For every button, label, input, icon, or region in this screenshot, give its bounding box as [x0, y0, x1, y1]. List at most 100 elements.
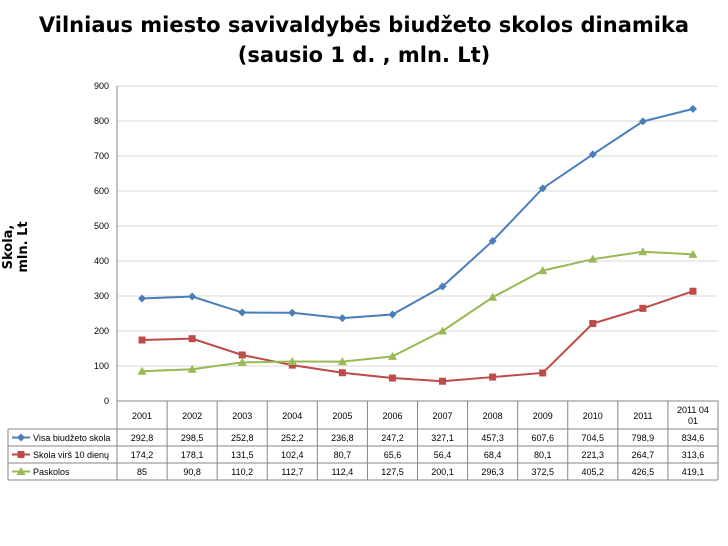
legend-label-visa-biudz-eto-skola: Visa biudžeto skola — [33, 433, 110, 443]
x-category-label: 2011 — [633, 411, 652, 421]
data-point-skola-virs-10-dienu — [388, 374, 396, 382]
data-label: 112,7 — [281, 467, 303, 477]
legend-label-paskolos: Paskolos — [33, 467, 70, 477]
data-label: 252,8 — [231, 433, 254, 443]
data-label: 127,5 — [381, 467, 404, 477]
data-point-skola-virs-10-dienu — [238, 351, 246, 359]
data-label: 80,7 — [334, 450, 352, 460]
data-point-paskolos — [538, 266, 548, 275]
data-point-skola-virs-10-dienu — [489, 373, 497, 381]
chart-title: Vilniaus miesto savivaldybės biudžeto sk… — [0, 10, 728, 70]
legend-label-skola-virs-10-dienu: Skola virš 10 dienų — [33, 450, 109, 460]
data-label: 178,1 — [181, 450, 204, 460]
data-point-skola-virs-10-dienu — [689, 287, 697, 295]
data-label: 247,2 — [381, 433, 404, 443]
data-point-paskolos — [337, 357, 347, 366]
series-line-paskolos — [142, 250, 694, 373]
x-category-label: 2002 — [182, 411, 202, 421]
data-label: 292,8 — [131, 433, 154, 443]
data-point-visa-biudz-eto-skola — [188, 292, 197, 301]
y-tick-label: 800 — [94, 116, 109, 126]
x-category-label: 2007 — [433, 411, 453, 421]
data-label: 296,3 — [481, 467, 504, 477]
data-point-skola-virs-10-dienu — [589, 320, 597, 328]
data-point-skola-virs-10-dienu — [188, 335, 196, 343]
data-point-visa-biudz-eto-skola — [538, 184, 547, 193]
y-tick-label: 400 — [94, 256, 109, 266]
data-point-paskolos — [688, 249, 698, 258]
data-label: 68,4 — [484, 450, 502, 460]
x-category-label: 2009 — [533, 411, 553, 421]
data-point-visa-biudz-eto-skola — [238, 308, 247, 317]
data-label: 372,5 — [531, 467, 554, 477]
data-point-visa-biudz-eto-skola — [338, 314, 347, 323]
data-point-skola-virs-10-dienu — [288, 361, 296, 369]
data-label: 90,8 — [183, 467, 201, 477]
y-tick-label: 700 — [94, 151, 109, 161]
data-point-visa-biudz-eto-skola — [488, 236, 497, 245]
x-category-label: 2004 — [282, 411, 302, 421]
data-point-paskolos — [387, 351, 397, 360]
data-label: 798,9 — [632, 433, 655, 443]
data-point-paskolos — [137, 366, 147, 375]
x-category-label: 2011 04 — [677, 405, 709, 415]
data-label: 65,6 — [384, 450, 402, 460]
data-point-paskolos — [438, 326, 448, 335]
data-point-skola-virs-10-dienu — [338, 369, 346, 377]
x-category-label: 2006 — [382, 411, 402, 421]
data-label: 236,8 — [331, 433, 354, 443]
series-line-skola-virs-10-dienu — [142, 290, 694, 383]
x-category-label: 2005 — [332, 411, 352, 421]
data-label: 200,1 — [431, 467, 454, 477]
data-point-visa-biudz-eto-skola — [438, 282, 447, 291]
data-label: 298,5 — [181, 433, 204, 443]
y-tick-label: 900 — [94, 81, 109, 91]
chart-title-line-1: Vilniaus miesto savivaldybės biudžeto sk… — [38, 13, 690, 37]
series-line-visa-biudz-eto-skola — [142, 107, 694, 320]
data-label: 313,6 — [682, 450, 705, 460]
data-label: 704,5 — [582, 433, 605, 443]
data-point-visa-biudz-eto-skola — [588, 150, 597, 159]
data-label: 457,3 — [481, 433, 504, 443]
data-point-visa-biudz-eto-skola — [638, 117, 647, 126]
data-point-visa-biudz-eto-skola — [288, 308, 297, 317]
y-tick-label: 100 — [94, 361, 109, 371]
x-category-label: 2001 — [132, 411, 152, 421]
data-label: 102,4 — [281, 450, 304, 460]
data-label: 607,6 — [531, 433, 554, 443]
data-point-visa-biudz-eto-skola — [388, 310, 397, 319]
legend-marker-visa-biudz-eto-skola — [17, 433, 25, 442]
data-point-skola-virs-10-dienu — [639, 304, 647, 312]
data-label: 85 — [137, 467, 147, 477]
data-label: 110,2 — [231, 467, 253, 477]
data-point-paskolos — [488, 292, 498, 301]
data-label: 264,7 — [632, 450, 655, 460]
data-point-skola-virs-10-dienu — [539, 369, 547, 377]
data-point-paskolos — [287, 357, 297, 366]
data-point-paskolos — [638, 247, 648, 256]
data-label: 112,4 — [331, 467, 353, 477]
data-point-paskolos — [588, 254, 598, 263]
data-label: 174,2 — [131, 450, 154, 460]
data-point-skola-virs-10-dienu — [439, 377, 447, 385]
legend-marker-skola-virs-10-dienu — [17, 451, 25, 458]
data-label: 56,4 — [434, 450, 452, 460]
data-label: 327,1 — [431, 433, 454, 443]
data-label: 405,2 — [582, 467, 605, 477]
data-point-paskolos — [187, 364, 197, 373]
y-tick-label: 600 — [94, 186, 109, 196]
x-category-label: 2008 — [483, 411, 503, 421]
data-label: 131,5 — [231, 450, 254, 460]
y-tick-label: 0 — [104, 396, 109, 406]
x-category-label: 2003 — [232, 411, 252, 421]
y-tick-label: 500 — [94, 221, 109, 231]
data-label: 252,2 — [281, 433, 304, 443]
data-point-visa-biudz-eto-skola — [688, 104, 697, 113]
data-point-visa-biudz-eto-skola — [138, 294, 147, 303]
data-point-paskolos — [237, 357, 247, 366]
data-label: 419,1 — [682, 467, 705, 477]
data-label: 834,6 — [682, 433, 705, 443]
data-label: 221,3 — [582, 450, 605, 460]
y-tick-label: 300 — [94, 291, 109, 301]
